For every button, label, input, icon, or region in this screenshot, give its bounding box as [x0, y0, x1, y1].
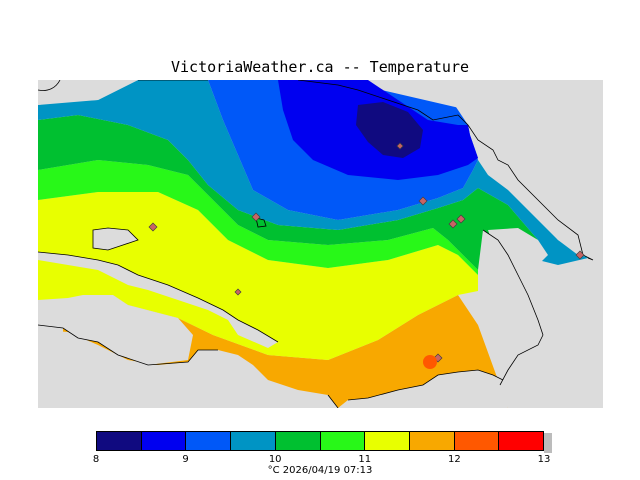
coastlines [38, 80, 594, 408]
colorbar-segment [320, 432, 366, 450]
temperature-contours [38, 80, 603, 408]
colorbar-tick-label: 11 [358, 454, 372, 465]
temperature-colorbar [96, 431, 544, 451]
page-title: VictoriaWeather.ca -- Temperature [170, 58, 469, 76]
station-marker[interactable] [396, 142, 404, 150]
colorbar-tick-label: 10 [268, 454, 282, 465]
station-marker[interactable] [448, 219, 458, 229]
colorbar-shadow [544, 433, 552, 453]
colorbar-tick-label: 13 [537, 454, 551, 465]
colorbar-segment [275, 432, 321, 450]
band-11-115 [38, 192, 483, 360]
colorbar-segment [186, 432, 232, 450]
colorbar-segment [409, 432, 455, 450]
band-10-105 [38, 115, 538, 270]
station-marker[interactable] [456, 214, 466, 224]
colorbar-tick-label: 8 [92, 454, 100, 465]
colorbar-segment [231, 432, 276, 450]
colorbar-segment [454, 432, 500, 450]
station-marker[interactable] [418, 196, 428, 206]
station-marker[interactable] [575, 250, 585, 260]
colorbar-segment [499, 432, 544, 450]
colorbar-tick-label: 12 [448, 454, 461, 465]
temperature-map [38, 80, 603, 408]
colorbar-segment [365, 432, 410, 450]
warm-spot [423, 355, 437, 369]
weather-stations [148, 142, 585, 363]
colorbar-tick-label: 9 [182, 454, 189, 465]
station-marker[interactable] [148, 222, 158, 232]
water-areas [38, 80, 603, 408]
colorbar-segment [97, 432, 142, 450]
band-105-11 [38, 160, 483, 290]
band-8-85 [356, 102, 423, 158]
colorbar-segment [141, 432, 187, 450]
station-marker[interactable] [234, 288, 242, 296]
legend-caption: °C 2026/04/19 07:13 [267, 465, 373, 476]
band-95-10 [38, 80, 588, 265]
station-marker[interactable] [251, 212, 261, 222]
